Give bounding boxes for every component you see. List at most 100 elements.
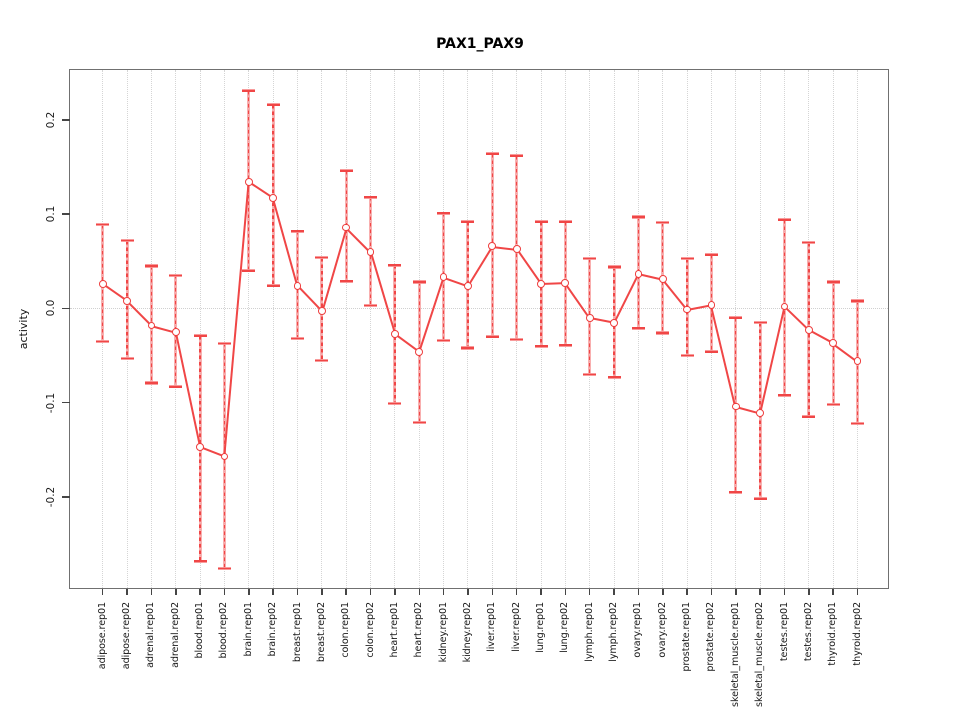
y-tick	[62, 496, 70, 498]
error-bar-cap-core	[510, 154, 524, 157]
x-tick	[442, 588, 445, 595]
v-gridline	[272, 70, 274, 588]
x-tick	[613, 588, 615, 595]
y-tick-label: 0.1	[45, 205, 57, 223]
x-tick	[150, 588, 153, 595]
x-tick-label: testes.rep02	[802, 602, 814, 662]
error-bar-cap-core	[802, 241, 816, 244]
data-point-prostate.rep01	[683, 305, 691, 314]
x-tick-label: breast.rep02	[315, 602, 327, 663]
data-point-kidney.rep02	[464, 281, 472, 290]
error-bar-cap-core	[851, 422, 865, 425]
error-bar-cap-core	[729, 317, 743, 319]
error-bar-cap-core	[437, 212, 451, 215]
data-point-heart.rep01	[391, 330, 399, 338]
x-tick	[491, 588, 494, 595]
y-tick-label: 0.2	[45, 111, 57, 129]
data-point-colon.rep02	[366, 248, 375, 256]
x-tick-label: colon.rep02	[364, 602, 376, 658]
v-gridline	[248, 70, 250, 588]
x-tick-label: liver.rep02	[510, 602, 522, 652]
error-bar-cap-core	[144, 265, 158, 267]
error-bar-cap-core	[656, 332, 670, 334]
x-tick-label: kidney.rep01	[437, 602, 449, 663]
error-bar-cap-core	[607, 266, 621, 268]
error-bar-cap-core	[631, 327, 645, 330]
error-bar-cap-core	[461, 220, 475, 223]
error-bar-cap-core	[120, 239, 134, 242]
error-bar-cap-core	[656, 221, 670, 224]
error-bar-cap-core	[680, 257, 694, 260]
x-tick-label: ovary.rep01	[632, 602, 644, 658]
error-bar-cap-core	[144, 382, 158, 384]
data-point-prostate.rep02	[707, 300, 716, 309]
y-tick	[62, 213, 70, 215]
error-bar-cap-core	[461, 347, 475, 349]
error-bar-cap-core	[729, 491, 743, 494]
data-point-colon.rep01	[342, 223, 351, 232]
x-tick	[223, 588, 226, 595]
error-bar-cap-core	[583, 373, 597, 376]
x-tick-label: blood.rep02	[218, 602, 230, 659]
chart-title: PAX1_PAX9	[436, 36, 524, 52]
error-bar-cap-core	[631, 216, 645, 218]
error-bar-cap-core	[315, 256, 329, 259]
error-bar-cap-core	[510, 338, 524, 341]
error-bar-cap-core	[802, 416, 816, 418]
error-bar-cap-core	[583, 257, 597, 260]
x-tick	[394, 588, 396, 595]
error-bar-cap-core	[315, 359, 329, 362]
data-point-testes.rep01	[780, 302, 789, 311]
data-point-heart.rep02	[415, 347, 424, 356]
data-point-blood.rep02	[220, 452, 229, 461]
v-gridline	[345, 70, 347, 588]
error-bar-cap-core	[217, 342, 231, 345]
error-bar-cap-core	[217, 567, 231, 570]
error-bar-cap-core	[485, 153, 499, 155]
x-tick	[783, 588, 786, 595]
data-point-adrenal.rep02	[171, 328, 180, 336]
x-tick-label: liver.rep01	[486, 602, 498, 652]
error-bar-cap-core	[851, 300, 865, 302]
x-tick	[467, 588, 469, 595]
data-point-lung.rep01	[537, 280, 545, 288]
x-tick-label: heart.rep01	[388, 602, 400, 658]
x-tick	[321, 588, 323, 595]
error-bar-cap-core	[704, 351, 718, 353]
v-gridline	[223, 70, 225, 588]
y-tick	[62, 401, 70, 404]
error-bar-cap-core	[534, 220, 548, 223]
x-tick	[808, 588, 810, 595]
x-tick-label: lung.rep01	[535, 602, 546, 653]
x-tick	[272, 588, 274, 595]
error-bar-cap-core	[534, 345, 548, 347]
error-bar-cap-core	[266, 285, 280, 287]
error-bar-cap-core	[704, 253, 718, 256]
v-gridline	[199, 70, 201, 588]
error-bar-cap-core	[266, 104, 280, 106]
error-bar-cap-core	[291, 337, 304, 340]
error-bar-cap-core	[242, 269, 256, 272]
x-tick	[832, 588, 834, 595]
x-tick-label: ovary.rep02	[656, 602, 668, 658]
error-bar-cap-core	[607, 376, 621, 379]
data-point-thyroid.rep01	[829, 339, 838, 348]
y-tick	[62, 119, 70, 121]
y-tick-label: 0.0	[45, 300, 57, 317]
v-gridline	[370, 70, 372, 588]
x-tick-label: adrenal.rep02	[169, 602, 181, 668]
error-bar-cap-core	[339, 170, 353, 172]
data-point-liver.rep02	[512, 245, 521, 253]
x-tick-label: thyroid.rep02	[851, 602, 863, 666]
x-tick	[199, 588, 201, 595]
x-tick-label: adrenal.rep01	[145, 602, 157, 668]
x-tick-label: thyroid.rep01	[827, 602, 839, 666]
x-tick-label: skeletal_muscle.rep01	[729, 602, 741, 707]
x-tick-label: brain.rep01	[242, 602, 254, 657]
x-tick	[126, 588, 128, 595]
error-bar-cap-core	[558, 220, 572, 223]
error-bar-cap-core	[96, 340, 110, 343]
x-tick	[856, 588, 859, 595]
x-tick-label: prostate.rep02	[705, 602, 717, 672]
